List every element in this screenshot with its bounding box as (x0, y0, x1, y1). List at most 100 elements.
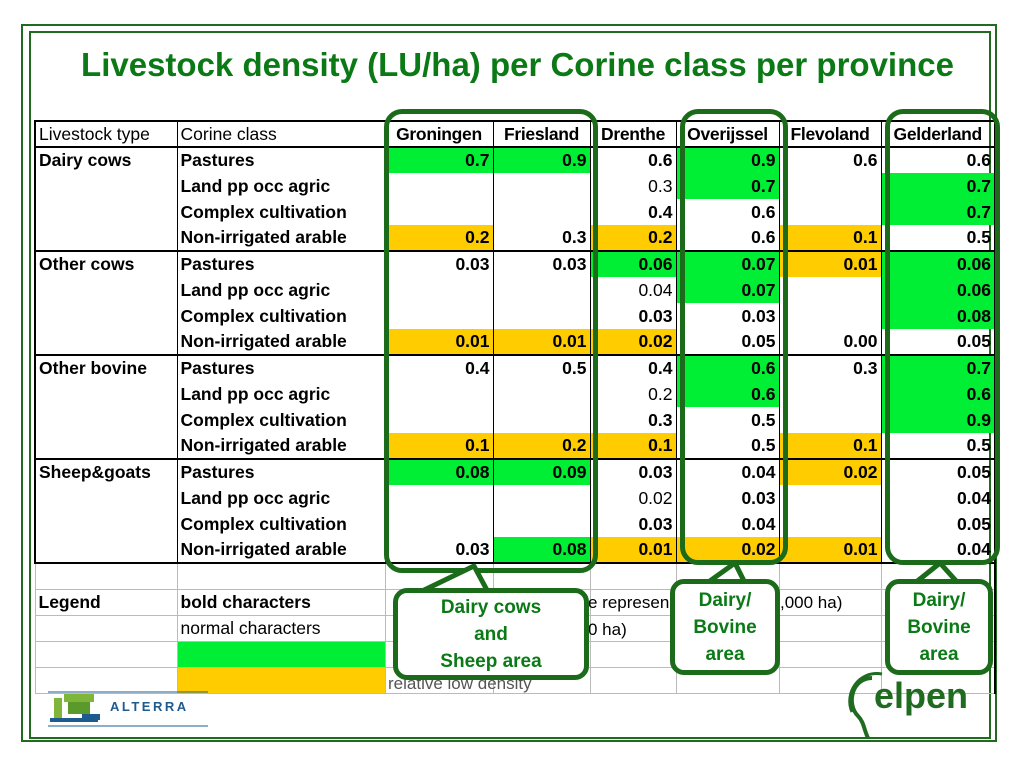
legend-swatch (176, 641, 385, 668)
empty-cell (589, 563, 676, 590)
density-cell: 0.05 (880, 329, 996, 355)
density-cell: 0.1 (589, 433, 676, 459)
density-cell: 0.3 (589, 407, 676, 433)
callout-line: Bovine (693, 616, 757, 638)
density-cell: 0.05 (880, 511, 996, 537)
callout-line: Dairy/ (912, 589, 966, 611)
livestock-type-cell (34, 199, 177, 225)
callout-line: area (919, 643, 959, 665)
density-cell: 0.5 (675, 433, 779, 459)
density-table: Livestock type Corine class Groningen Fries… (34, 120, 996, 694)
density-cell (384, 485, 493, 511)
callout-gelderland: Dairy/ Bovine area (885, 579, 993, 675)
column-header: Corine class (176, 120, 385, 148)
livestock-type-cell: Other bovine (34, 354, 177, 381)
livestock-type-cell (34, 511, 177, 537)
density-cell (492, 381, 590, 407)
elpen-logo: elpen (848, 672, 968, 739)
density-cell (778, 173, 881, 199)
density-cell: 0.6 (675, 381, 779, 407)
empty-cell (778, 641, 881, 668)
density-cell (778, 407, 881, 433)
column-header: Flevoland (778, 120, 881, 148)
density-cell: 0.4 (589, 199, 676, 225)
corine-class-cell: Pastures (176, 458, 385, 485)
legend-bold-desc-tail: ,000 ha) (780, 593, 843, 612)
density-cell: 0.2 (492, 433, 590, 459)
corine-class-cell: Complex cultivation (176, 407, 385, 433)
column-header: Overijssel (675, 120, 779, 148)
density-cell: 0.3 (778, 354, 881, 381)
density-cell: 0.01 (589, 537, 676, 564)
density-cell: 0.2 (589, 381, 676, 407)
density-cell: 0.06 (880, 250, 996, 277)
table-row: Non-irrigated arable 0.01 0.01 0.02 0.05 0.00… (34, 329, 996, 355)
density-cell: 0.06 (589, 250, 676, 277)
table-row: Complex cultivation 0.03 0.03 0.08 (34, 303, 996, 329)
density-cell: 0.09 (492, 458, 590, 485)
table-row: Other cows Pastures 0.03 0.03 0.06 0.07 0.01 0.… (34, 250, 996, 277)
density-cell: 0.01 (384, 329, 493, 355)
density-cell: 0.05 (880, 458, 996, 485)
density-cell: 0.04 (675, 511, 779, 537)
density-cell (384, 277, 493, 303)
alterra-logo (48, 691, 208, 727)
density-cell: 0.00 (778, 329, 881, 355)
density-cell (778, 381, 881, 407)
density-cell: 0.4 (589, 354, 676, 381)
density-cell: 0.01 (778, 250, 881, 277)
density-cell: 0.6 (675, 199, 779, 225)
slide-title: Livestock density (LU/ha) per Corine cla… (81, 46, 954, 83)
empty-cell (778, 615, 881, 642)
callout-overijssel: Dairy/ Bovine area (670, 579, 780, 675)
legend-cell: normal characters (176, 615, 385, 642)
legend-bold-desc-fragment: e represen (588, 593, 670, 612)
density-cell: 0.04 (589, 277, 676, 303)
callout-line: Bovine (907, 616, 971, 638)
callout-line: and (474, 623, 508, 645)
corine-class-cell: Complex cultivation (176, 199, 385, 225)
alterra-wordmark: ALTERRA (110, 699, 189, 714)
density-cell: 0.9 (492, 146, 590, 173)
density-cell: 0.01 (492, 329, 590, 355)
density-cell: 0.02 (589, 329, 676, 355)
corine-class-cell: Non-irrigated arable (176, 433, 385, 459)
corine-class-cell: Pastures (176, 146, 385, 173)
legend-normal-desc-fragment: 0 ha) (588, 620, 627, 639)
density-cell (492, 303, 590, 329)
density-cell: 0.7 (384, 146, 493, 173)
density-cell: 0.6 (675, 225, 779, 251)
empty-cell (778, 563, 881, 590)
table-row: Complex cultivation 0.4 0.6 0.7 (34, 199, 996, 225)
density-cell: 0.5 (675, 407, 779, 433)
livestock-type-cell (34, 303, 177, 329)
livestock-type-cell (34, 407, 177, 433)
corine-class-cell: Land pp occ agric (176, 381, 385, 407)
elpen-wordmark: elpen (874, 675, 968, 716)
density-cell (778, 199, 881, 225)
density-cell (778, 485, 881, 511)
density-cell (384, 407, 493, 433)
density-cell (778, 277, 881, 303)
callout-line: Sheep area (440, 650, 542, 672)
density-cell: 0.02 (589, 485, 676, 511)
density-cell: 0.03 (589, 303, 676, 329)
table-row: Dairy cows Pastures 0.7 0.9 0.6 0.9 0.6 0.6 (34, 146, 996, 173)
livestock-type-cell: Other cows (34, 250, 177, 277)
empty-cell (589, 641, 676, 668)
livestock-type-cell: Dairy cows (34, 146, 177, 173)
density-cell: 0.6 (778, 146, 881, 173)
corine-class-cell: Non-irrigated arable (176, 225, 385, 251)
density-cell: 0.05 (675, 329, 779, 355)
livestock-type-cell (34, 225, 177, 251)
density-cell: 0.1 (778, 225, 881, 251)
livestock-type-cell (34, 329, 177, 355)
density-cell: 0.9 (880, 407, 996, 433)
table-row: Sheep&goats Pastures 0.08 0.09 0.03 0.04 0.02 0… (34, 458, 996, 485)
empty-cell (589, 667, 676, 694)
density-cell: 0.03 (589, 511, 676, 537)
density-cell: 0.2 (589, 225, 676, 251)
density-cell: 0.2 (384, 225, 493, 251)
density-cell: 0.03 (675, 303, 779, 329)
legend-cell (34, 667, 177, 694)
